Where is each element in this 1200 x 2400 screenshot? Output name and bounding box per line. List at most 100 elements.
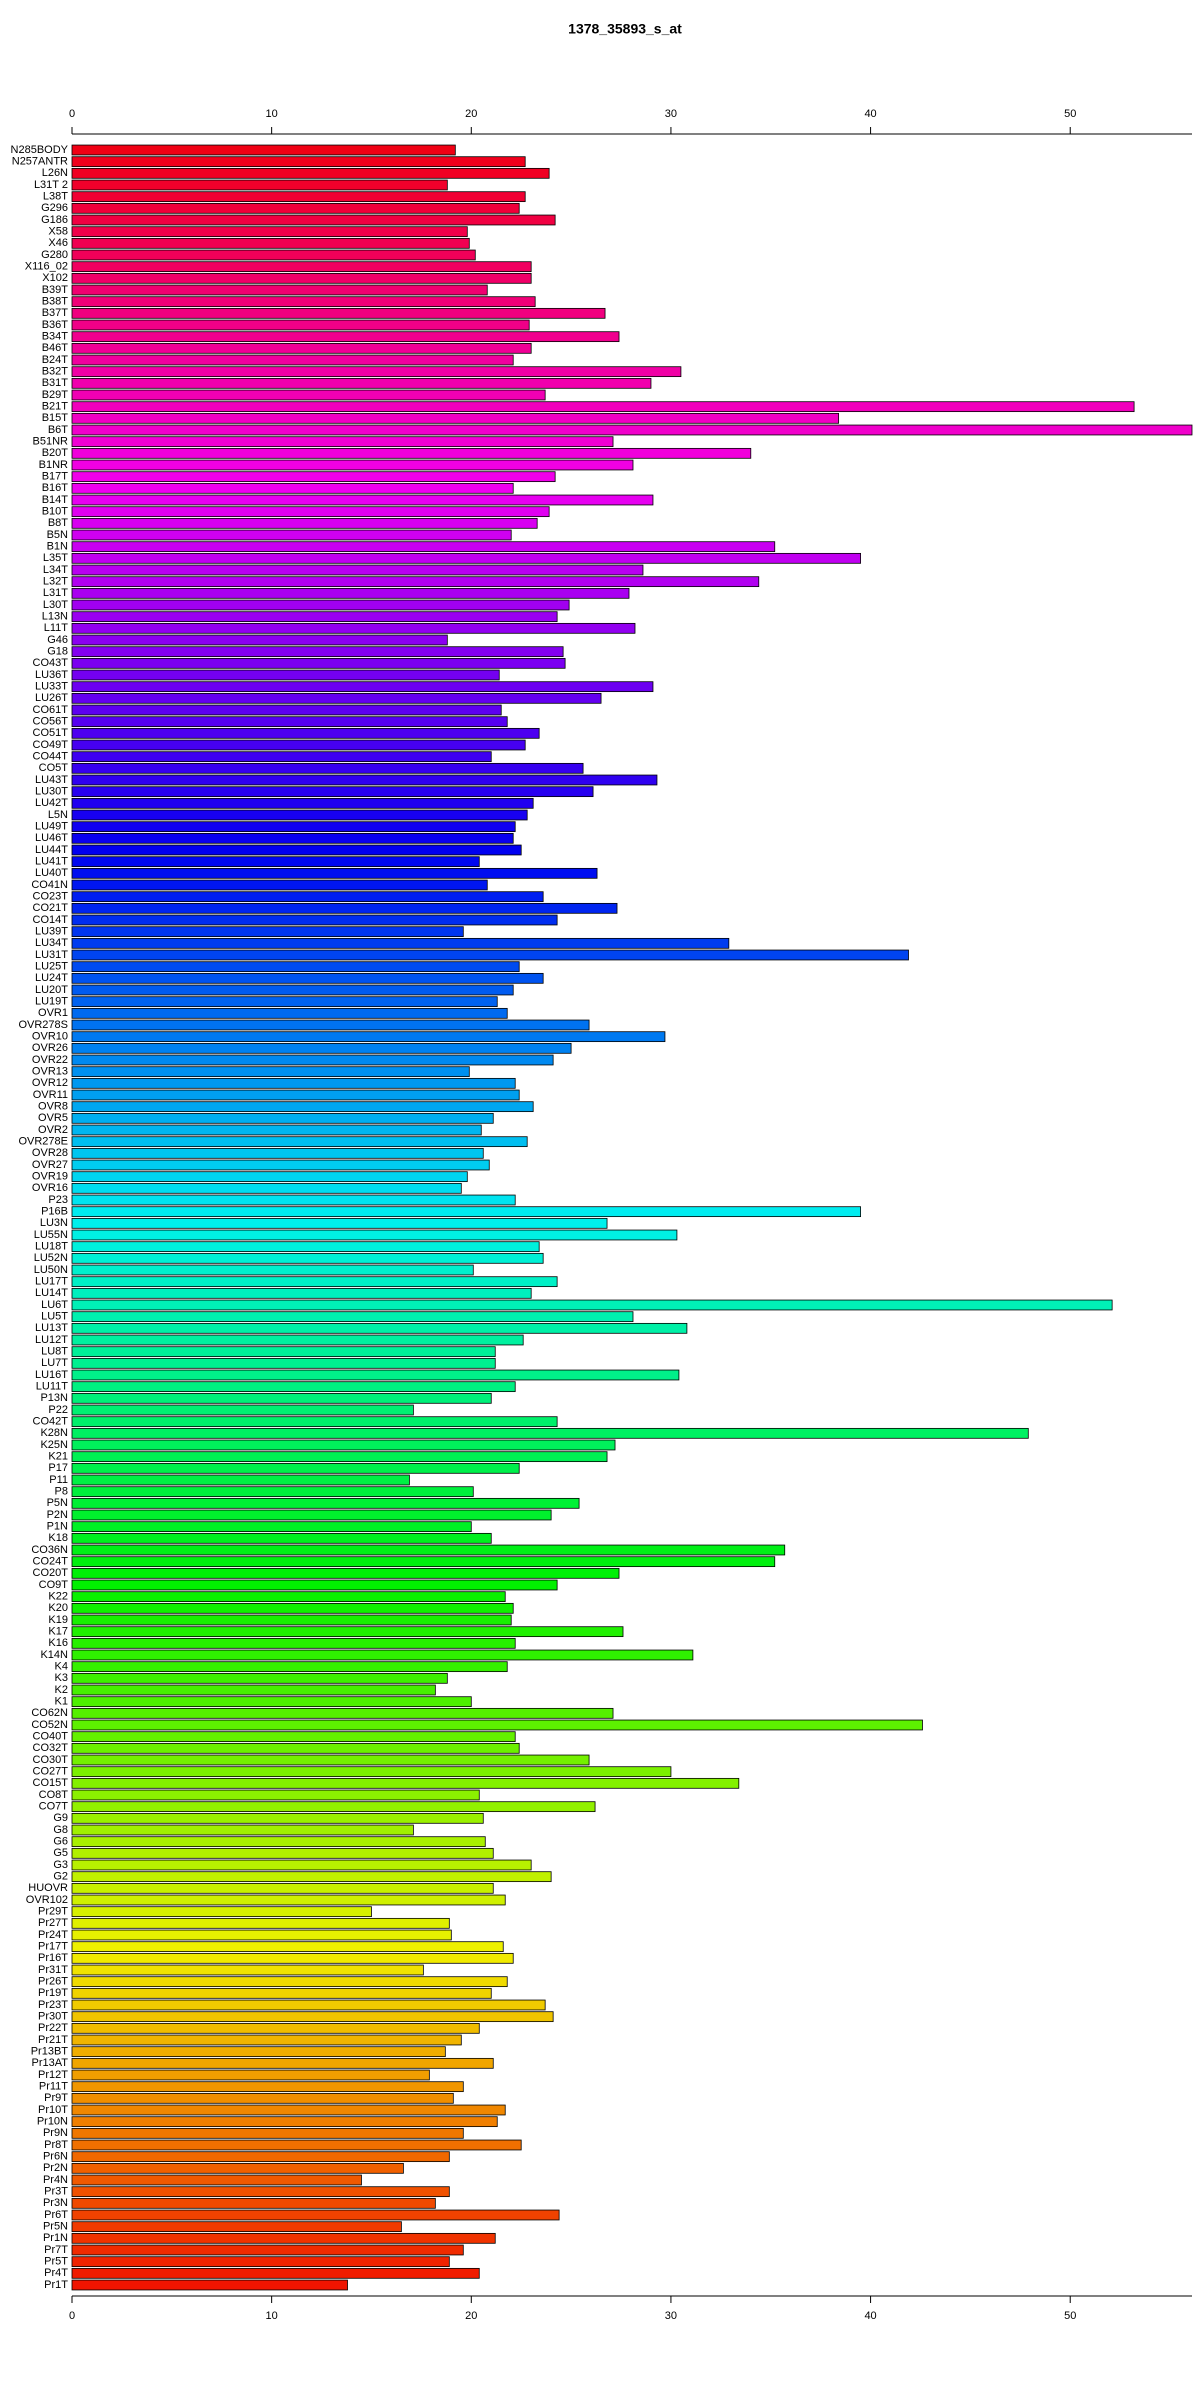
bar xyxy=(71,1964,424,1976)
bar xyxy=(71,284,488,296)
bar xyxy=(71,1696,472,1708)
x-tick-label: 50 xyxy=(1064,108,1076,120)
bar xyxy=(71,1567,620,1579)
bar xyxy=(71,809,528,821)
y-tick-label: N257ANTR xyxy=(12,156,68,168)
bar xyxy=(71,482,514,494)
bar xyxy=(71,2081,464,2093)
bar xyxy=(71,1171,468,1183)
bar xyxy=(71,1206,861,1218)
bar xyxy=(71,1649,694,1661)
y-tick-label: Pr11T xyxy=(39,2081,68,2093)
bar xyxy=(71,832,514,844)
y-tick-label: CO49T xyxy=(33,739,69,751)
bar xyxy=(71,1824,414,1836)
y-tick-label: CO8T xyxy=(39,1789,69,1801)
bar xyxy=(71,681,654,693)
y-tick-label: LU31T xyxy=(35,949,68,961)
y-tick-label: B16T xyxy=(42,482,69,494)
bar xyxy=(71,739,526,751)
y-tick-label: CO20T xyxy=(33,1567,69,1579)
chart-title: 1378_35893_s_at xyxy=(568,21,682,37)
bar xyxy=(71,1602,514,1614)
y-tick-label: LU39T xyxy=(35,926,68,938)
bar xyxy=(71,1579,558,1591)
bar xyxy=(71,249,476,261)
y-tick-label: LU26T xyxy=(35,692,68,704)
y-tick-label: CO30T xyxy=(33,1754,69,1766)
y-tick-label: OVR19 xyxy=(32,1171,68,1183)
bar xyxy=(71,996,498,1008)
y-tick-label: P5N xyxy=(47,1497,68,1509)
bar xyxy=(71,1451,608,1463)
bar xyxy=(71,926,464,938)
bar xyxy=(71,1416,558,1428)
bar xyxy=(71,1007,508,1019)
y-tick-label: OVR27 xyxy=(32,1159,68,1171)
y-tick-label: P16B xyxy=(41,1206,68,1218)
y-tick-label: LU50N xyxy=(34,1264,68,1276)
y-tick-label: G9 xyxy=(53,1812,68,1824)
bar xyxy=(71,1194,516,1206)
y-tick-label: LU18T xyxy=(35,1241,68,1253)
y-tick-label: CO62N xyxy=(31,1707,68,1719)
y-tick-label: K14N xyxy=(40,1649,68,1661)
bar xyxy=(71,1182,462,1194)
bar xyxy=(71,2092,454,2104)
y-tick-label: K28N xyxy=(40,1427,68,1439)
bar xyxy=(71,727,540,739)
y-tick-label: OVR278S xyxy=(18,1019,68,1031)
bar xyxy=(71,1987,492,1999)
y-tick-label: Pr5T xyxy=(44,2256,68,2268)
y-tick-label: OVR278E xyxy=(18,1136,68,1148)
bar xyxy=(71,1054,554,1066)
y-tick-label: Pr2N xyxy=(43,2162,68,2174)
y-tick-label: Pr3N xyxy=(43,2197,68,2209)
bar xyxy=(71,1124,482,1136)
bar xyxy=(71,167,550,179)
y-tick-label: OVR12 xyxy=(32,1077,68,1089)
bar xyxy=(71,2034,462,2046)
y-tick-label: L35T xyxy=(43,552,68,564)
bar xyxy=(71,331,620,343)
bar xyxy=(71,1369,680,1381)
y-tick-label: B1N xyxy=(47,541,68,553)
bar xyxy=(71,1532,492,1544)
y-tick-label: OVR5 xyxy=(38,1112,68,1124)
bar xyxy=(71,1952,514,1964)
bar xyxy=(71,2197,436,2209)
y-tick-label: CO44T xyxy=(33,751,69,763)
bar xyxy=(71,214,556,226)
bar xyxy=(71,1089,520,1101)
y-tick-label: N285BODY xyxy=(11,144,69,156)
y-tick-label: G2 xyxy=(53,1871,68,1883)
y-tick-label: P11 xyxy=(49,1474,68,1486)
y-tick-label: B17T xyxy=(42,471,69,483)
y-tick-label: Pr4N xyxy=(43,2174,68,2186)
y-tick-label: K4 xyxy=(55,1661,68,1673)
bar xyxy=(71,1719,923,1731)
y-tick-label: G280 xyxy=(41,249,68,261)
bar xyxy=(71,599,570,611)
y-tick-label: L32T xyxy=(43,576,68,588)
bar xyxy=(71,879,488,891)
bar xyxy=(71,307,606,319)
y-tick-label: CO23T xyxy=(33,891,69,903)
bar xyxy=(71,786,594,798)
bar xyxy=(71,1812,484,1824)
bar xyxy=(71,2221,402,2233)
bar xyxy=(71,1836,486,1848)
y-tick-label: K25N xyxy=(40,1439,68,1451)
bar xyxy=(71,1754,590,1766)
y-tick-label: CO5T xyxy=(39,762,69,774)
bar xyxy=(71,436,614,448)
bar xyxy=(71,377,652,389)
y-tick-label: K21 xyxy=(48,1451,68,1463)
bar xyxy=(71,704,502,716)
bar xyxy=(71,506,550,518)
y-tick-label: B8T xyxy=(48,517,68,529)
y-tick-label: Pr9N xyxy=(43,2127,68,2139)
y-tick-label: Pr30T xyxy=(38,2011,68,2023)
y-tick-label: Pr10N xyxy=(37,2116,68,2128)
